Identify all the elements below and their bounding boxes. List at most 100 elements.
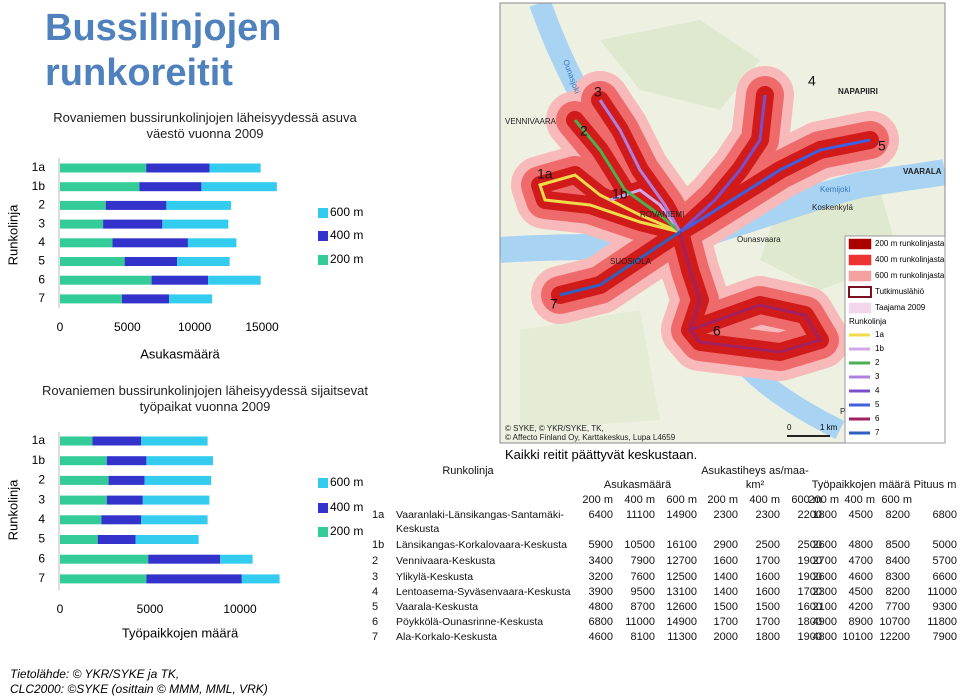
route-label: 2	[580, 123, 588, 139]
x-tick-label: 10000	[178, 320, 212, 334]
table-cell: 2900	[713, 539, 738, 551]
table-cell: 10500	[624, 539, 655, 551]
bar-segment	[146, 456, 213, 466]
source-note: CLC2000: ©SYKE (osittain © MMM, MML, VRK…	[10, 682, 268, 696]
bar-segment	[60, 238, 113, 248]
table-cell: 1600	[797, 601, 822, 613]
y-tick-label: 1b	[32, 453, 46, 467]
place-name: VENNIVAARA	[505, 117, 557, 126]
x-axis-label: Asukasmäärä	[140, 346, 220, 361]
x-tick-label: 10000	[223, 602, 257, 616]
table-cell: 1a	[372, 509, 385, 521]
table-cell: 1400	[713, 586, 738, 598]
bar-segment	[166, 200, 232, 210]
table-cell: 12700	[666, 555, 697, 567]
table-subheader: 600 m	[881, 494, 912, 506]
bar-segment	[105, 200, 167, 210]
table-cell: 11000	[927, 586, 957, 598]
route-line	[598, 99, 682, 233]
table-cell: 8700	[630, 601, 655, 613]
table-cell: 5	[372, 601, 379, 613]
bar-segment	[124, 257, 178, 266]
x-tick-label: 0	[57, 602, 64, 616]
bar-segment	[60, 163, 147, 173]
legend-label: Tutkimuslähiö	[875, 287, 925, 296]
legend-label: 600 m	[330, 205, 363, 219]
map-forest	[520, 310, 660, 430]
table-cell: 3400	[588, 555, 613, 567]
bar-segment	[121, 294, 170, 304]
table-cell: 2300	[812, 586, 837, 598]
bar-segment	[162, 219, 229, 229]
bar-segment	[97, 535, 136, 544]
y-tick-label: 2	[38, 198, 45, 212]
y-axis-label: Runkolinja	[5, 479, 20, 540]
table-cell: 10100	[842, 631, 873, 643]
y-tick-label: 7	[38, 571, 45, 585]
place-name: Koskenkylä	[812, 203, 853, 212]
route-line	[678, 94, 767, 234]
route-label: 3	[594, 84, 602, 100]
x-axis-label: Työpaikkojen määrä	[122, 625, 239, 640]
table-cell: 2	[372, 555, 379, 567]
map-forest	[600, 20, 760, 110]
table-cell: 11100	[626, 509, 655, 521]
bar-segment	[92, 436, 141, 446]
bar-segment	[60, 574, 147, 584]
route-label: 6	[713, 323, 721, 339]
table-cell: 12500	[666, 571, 697, 583]
table-cell: 8400	[885, 555, 910, 567]
bar-segment	[241, 574, 280, 584]
legend-label: 400 m	[330, 500, 363, 514]
route-label: 5	[878, 138, 886, 154]
y-tick-label: 6	[38, 551, 45, 565]
table-cell: 7900	[630, 555, 655, 567]
table-cell: 1700	[797, 586, 822, 598]
scale-label: 1 km	[820, 423, 838, 432]
table-cell: 8200	[885, 509, 910, 521]
legend-swatch	[848, 270, 872, 282]
map-copyright: © Affecto Finland Oy, Karttakeskus, Lupa…	[505, 433, 676, 442]
route-line	[678, 231, 823, 354]
y-axis-label: Runkolinja	[5, 204, 20, 265]
table-cell: 1800	[812, 509, 837, 521]
table-cell: 11000	[625, 616, 655, 628]
table-header: Asukasmäärä	[603, 479, 672, 491]
table-cell: Vaarala-Keskusta	[396, 601, 479, 613]
route-line	[559, 230, 681, 297]
legend-swatch	[848, 302, 872, 314]
y-tick-label: 6	[38, 272, 45, 286]
table-cell: 8300	[885, 571, 910, 583]
bar-segment	[60, 275, 152, 285]
table-cell: 1600	[755, 586, 780, 598]
table-cell: Pöykkölä-Ounasrinne-Keskusta	[396, 616, 544, 628]
legend-label: 3	[875, 372, 880, 381]
table-cell: Lentoasema-Syväsenvaara-Keskusta	[396, 586, 571, 598]
table-subheader: 200 m	[582, 494, 613, 506]
route-line	[573, 119, 681, 234]
table-subheader: 600 m	[666, 494, 697, 506]
legend-label: 200 m	[330, 524, 363, 538]
legend-swatch	[848, 286, 872, 298]
legend-label: 4	[875, 386, 880, 395]
legend-swatch	[318, 503, 328, 513]
legend-label: 2	[875, 358, 880, 367]
slide-title: Bussilinjojen runkoreitit	[45, 7, 281, 94]
table-cell: Länsikangas-Korkalovaara-Keskusta	[396, 539, 568, 551]
legend-swatch	[848, 238, 872, 250]
bar-segment	[169, 294, 213, 304]
table-cell: 1500	[713, 601, 738, 613]
bar-segment	[208, 275, 261, 285]
bar-segment	[60, 495, 107, 505]
bar-segment	[141, 436, 208, 446]
legend-label: 6	[875, 414, 880, 423]
table-cell: 5000	[932, 539, 957, 551]
table-cell: 7	[372, 631, 379, 643]
legend-label: 1a	[875, 330, 884, 339]
table-cell: 4800	[812, 631, 837, 643]
table-subheader: 200 m	[707, 494, 738, 506]
x-tick-label: 15000	[245, 320, 279, 334]
chart-title: Rovaniemen bussirunkolinjojen läheisyyde…	[53, 110, 357, 141]
table-cell: 3	[372, 571, 379, 583]
map-legend	[844, 235, 946, 444]
